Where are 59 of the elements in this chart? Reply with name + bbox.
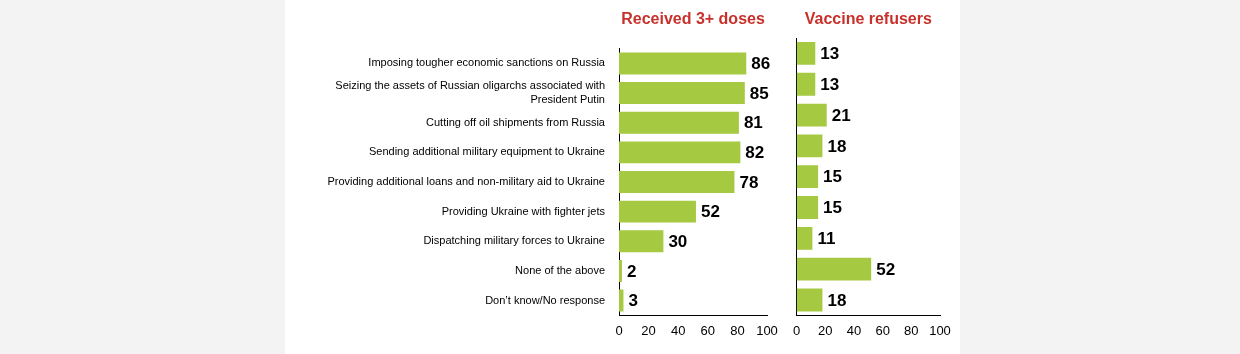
y-tick-label: Providing additional loans and non-military aid to Ukraine [327, 175, 605, 188]
data-label: 86 [751, 54, 771, 74]
bar [619, 230, 664, 253]
x-tick-label: 60 [875, 322, 890, 338]
x-tick-label: 20 [818, 322, 833, 338]
data-label: 3 [628, 291, 638, 311]
bar [796, 196, 819, 219]
data-label: 21 [831, 105, 851, 125]
bar [619, 200, 696, 223]
y-tick-label: Seizing the assets of Russian oligarchs associated with President Putin [335, 79, 605, 105]
data-label: 18 [827, 290, 847, 310]
data-label: 13 [820, 74, 840, 94]
data-label: 78 [739, 172, 759, 192]
data-label: 30 [668, 231, 688, 251]
x-tick-label: 0 [793, 322, 801, 338]
bar [796, 165, 819, 189]
bar [796, 288, 823, 312]
bar [619, 141, 741, 164]
bar [796, 72, 816, 96]
data-label: 2 [626, 261, 637, 281]
x-tick-label: 40 [846, 322, 862, 338]
y-tick-label: Don’t know/No response [485, 293, 605, 306]
data-label: 15 [823, 167, 843, 187]
data-label: 18 [827, 136, 847, 156]
bar [796, 103, 827, 127]
data-label: 15 [823, 198, 843, 218]
chart-title: Received 3+ doses [621, 10, 765, 28]
y-tick-label: Sending additional military equipment to Ukraine [368, 145, 605, 158]
x-tick-label: 100 [756, 322, 778, 338]
data-label: 85 [749, 83, 769, 103]
data-label: 13 [820, 44, 840, 64]
x-tick-label: 80 [730, 322, 745, 338]
bar [796, 257, 872, 281]
bar [619, 289, 624, 312]
bar [796, 42, 816, 65]
y-tick-label: Dispatching military forces to Ukraine [423, 234, 605, 247]
y-tick-label: Cutting off oil shipments from Russia [426, 115, 606, 128]
bar [619, 52, 747, 75]
bar [619, 171, 735, 193]
x-tick-label: 100 [929, 322, 951, 338]
data-label: 52 [700, 202, 720, 222]
x-tick-label: 40 [670, 322, 686, 338]
y-tick-label: Imposing tougher economic sanctions on Russia [368, 56, 606, 69]
bar [796, 134, 823, 158]
data-label: 81 [743, 113, 763, 133]
y-tick-label: Providing Ukraine with fighter jets [441, 204, 606, 217]
data-label: 52 [876, 259, 896, 279]
data-label: 82 [745, 143, 765, 163]
chart-title: Vaccine refusers [804, 10, 932, 28]
x-tick-label: 80 [904, 322, 919, 338]
x-tick-label: 0 [615, 322, 623, 338]
bar [619, 82, 745, 105]
bar [619, 259, 622, 282]
bar [796, 226, 813, 250]
data-label: 11 [817, 229, 836, 249]
x-tick-label: 20 [641, 322, 656, 338]
x-tick-label: 60 [700, 322, 716, 338]
bar [619, 111, 739, 134]
y-tick-label: None of the above [515, 263, 605, 276]
